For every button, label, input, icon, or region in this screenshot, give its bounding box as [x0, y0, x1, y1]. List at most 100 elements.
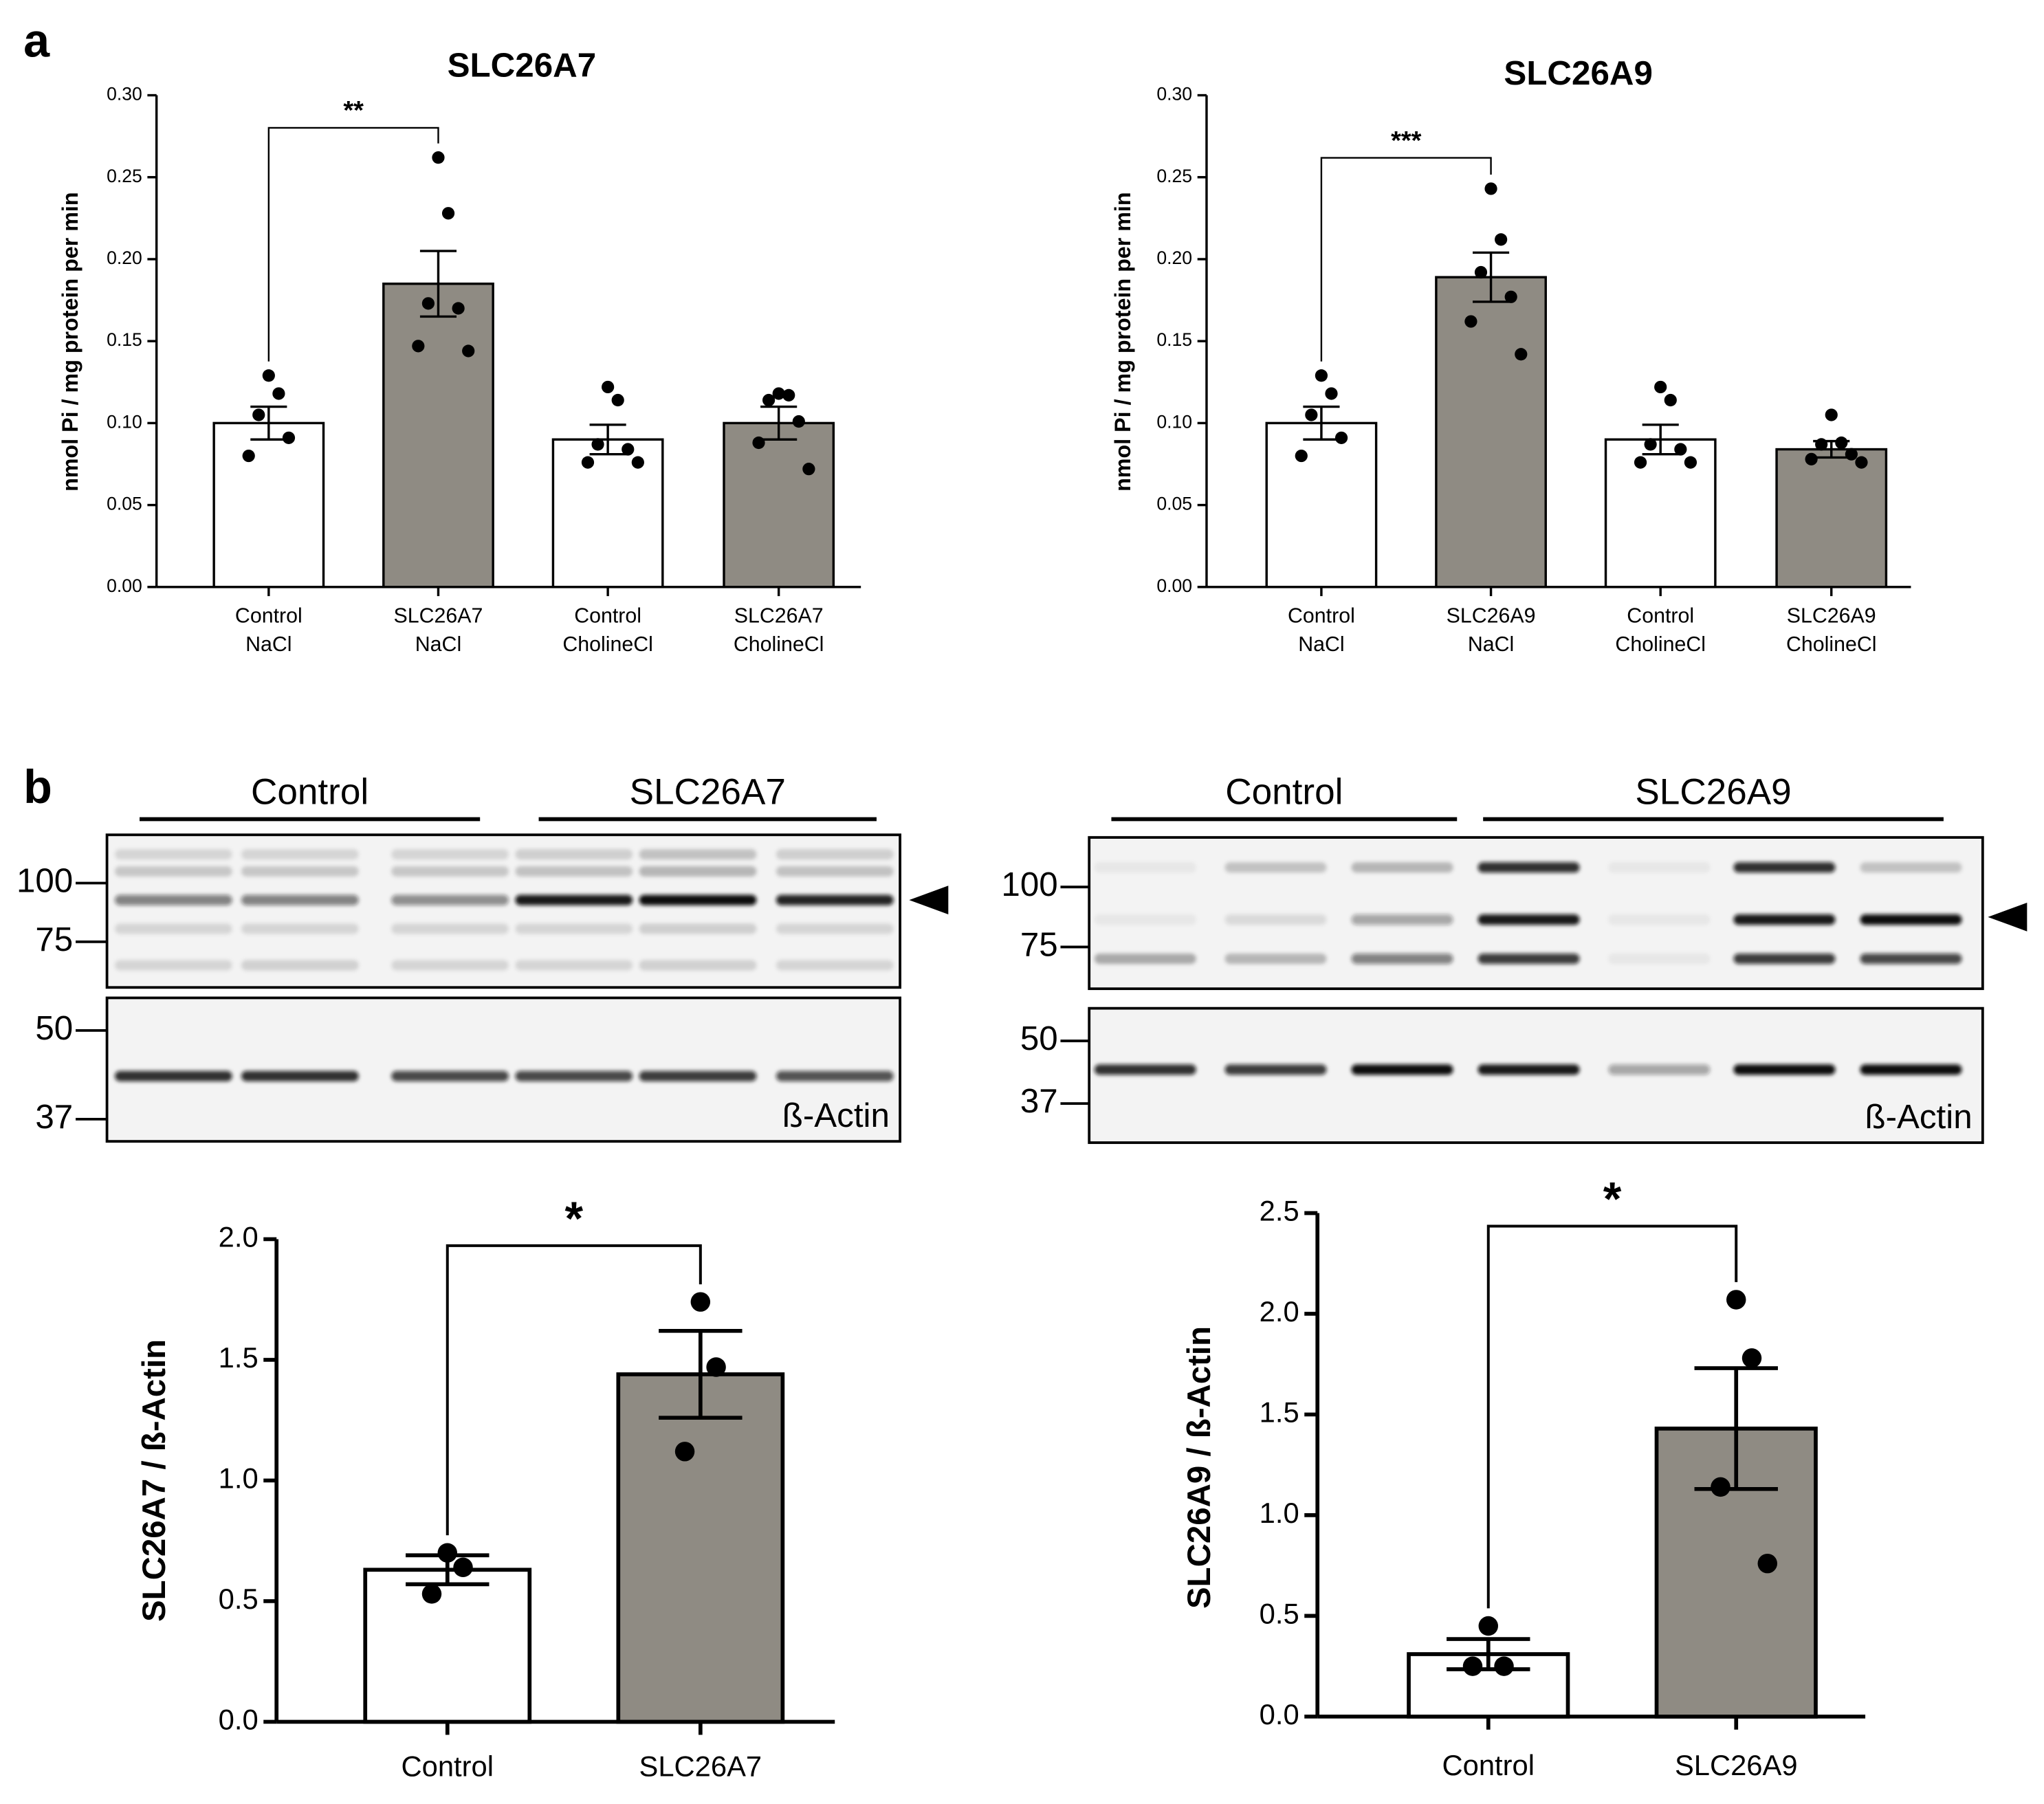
- blot-band: [241, 849, 359, 860]
- y-axis-label: nmol Pi / mg protein per min: [58, 192, 83, 491]
- loading-control-label: ß-Actin: [1865, 1098, 1972, 1136]
- marker-label: 50: [1020, 1020, 1058, 1057]
- bar: [1265, 421, 1378, 588]
- blot-band: [1224, 1064, 1327, 1075]
- x-tick-label: Control: [1627, 604, 1694, 627]
- blot-band: [114, 923, 232, 934]
- x-tick-label: Control: [1288, 604, 1355, 627]
- y-tick-label: 2.0: [219, 1220, 259, 1253]
- blot-bands: [1094, 862, 1962, 965]
- blot-background: [1089, 837, 1983, 989]
- significance-label: *: [564, 1193, 583, 1245]
- x-tick-label: CholineCl: [734, 633, 824, 656]
- y-tick-label: 0.0: [1260, 1698, 1299, 1730]
- blot-frame: [105, 996, 902, 1143]
- blot-band: [1733, 862, 1836, 873]
- x-tick-label: CholineCl: [1615, 633, 1706, 656]
- data-point: [772, 387, 785, 400]
- blot-band: [515, 866, 633, 877]
- error-bar: [1303, 405, 1340, 441]
- marker-label: 50: [35, 1009, 73, 1047]
- blot-band: [515, 894, 633, 905]
- blot-bands: [114, 849, 894, 971]
- blot-band: [391, 923, 509, 934]
- error-bar: [760, 405, 798, 441]
- y-tick-label: 0.20: [107, 248, 142, 268]
- blot-band: [1224, 914, 1327, 925]
- x-tick-label: SLC26A9: [1675, 1749, 1798, 1781]
- data-point: [1464, 315, 1477, 328]
- data-point: [1325, 387, 1338, 400]
- data-point: [622, 443, 635, 456]
- bar: [616, 1372, 785, 1724]
- data-point: [1825, 408, 1838, 421]
- band-arrow: [1988, 902, 2027, 932]
- blot-band: [1477, 953, 1580, 965]
- data-point: [706, 1357, 726, 1377]
- marker-label: 75: [1020, 925, 1058, 963]
- data-point: [1757, 1553, 1778, 1574]
- bar: [1604, 438, 1717, 588]
- loading-control-label: ß-Actin: [782, 1097, 890, 1134]
- error-bar: [1642, 424, 1679, 456]
- blot-band: [776, 866, 894, 877]
- blot-band: [241, 1070, 359, 1081]
- blot-band: [1477, 914, 1580, 925]
- x-tick-label: CholineCl: [562, 633, 653, 656]
- blot-band: [114, 1070, 232, 1081]
- y-tick-label: 2.5: [1260, 1195, 1299, 1227]
- lane-group-label: SLC26A7: [630, 772, 786, 813]
- data-point: [1484, 182, 1497, 195]
- blot-band: [515, 849, 633, 860]
- data-point: [1494, 1656, 1514, 1676]
- y-tick-label: 0.5: [1260, 1597, 1299, 1629]
- data-point: [762, 393, 776, 407]
- blot-band: [114, 849, 232, 860]
- x-tick-label: Control: [574, 604, 641, 627]
- blot-band: [114, 894, 232, 905]
- blot-band: [391, 1070, 509, 1081]
- blot-band: [639, 849, 757, 860]
- blot-frame: [1088, 836, 1984, 991]
- y-tick-label: 1.5: [219, 1341, 259, 1374]
- x-tick-label: Control: [235, 604, 303, 627]
- data-point: [1295, 449, 1308, 463]
- blot-band: [1477, 862, 1580, 873]
- data-point: [1845, 448, 1858, 461]
- x-tick-label: NaCl: [1468, 633, 1514, 656]
- blot-band: [241, 960, 359, 971]
- error-bar: [1473, 251, 1510, 303]
- blot-band: [241, 923, 359, 934]
- data-point: [581, 456, 595, 469]
- y-tick-label: 0.25: [107, 166, 142, 186]
- blot-band: [391, 849, 509, 860]
- data-point: [1684, 456, 1697, 469]
- data-point: [453, 1557, 473, 1578]
- data-point: [1815, 438, 1828, 451]
- y-tick-label: 0.15: [107, 329, 142, 350]
- y-tick-label: 0.00: [1156, 575, 1192, 596]
- marker-label: 100: [1001, 866, 1057, 903]
- data-point: [1855, 456, 1868, 469]
- significance-label: ***: [1391, 126, 1422, 155]
- blot-band: [515, 960, 633, 971]
- blot-band: [639, 866, 757, 877]
- x-tick-label: NaCl: [245, 633, 292, 656]
- blot-band: [1351, 862, 1453, 873]
- data-point: [1634, 456, 1647, 469]
- blot-band: [639, 894, 757, 905]
- data-point: [1644, 438, 1657, 451]
- y-tick-label: 0.30: [1156, 84, 1192, 104]
- blot-bands: [1094, 1064, 1962, 1075]
- band-arrow: [909, 886, 949, 915]
- marker-label: 75: [35, 921, 73, 958]
- blot-band: [1477, 1064, 1580, 1075]
- blot-band: [1733, 953, 1836, 965]
- lane-group-label: Control: [1225, 772, 1343, 813]
- blot-band: [776, 923, 894, 934]
- blot-band: [515, 1070, 633, 1081]
- y-axis-label: SLC26A9 / ß-Actin: [1181, 1326, 1218, 1609]
- lane-group-label: SLC26A9: [1635, 772, 1791, 813]
- lane-group-label: Control: [251, 772, 369, 813]
